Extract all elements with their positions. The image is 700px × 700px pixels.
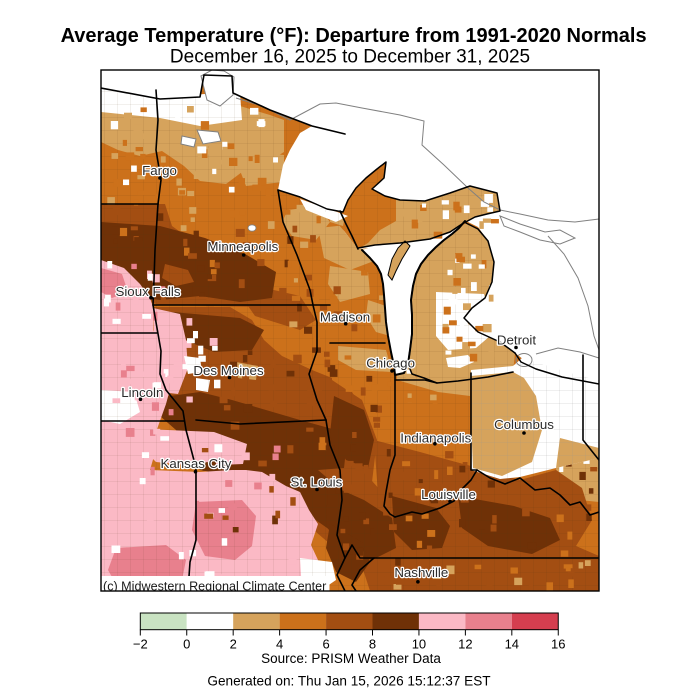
svg-text:Columbus: Columbus <box>494 417 554 432</box>
svg-text:−2: −2 <box>133 637 148 652</box>
svg-text:16: 16 <box>551 637 565 652</box>
svg-text:Madison: Madison <box>320 310 370 325</box>
svg-text:4: 4 <box>276 637 283 652</box>
svg-text:Des Moines: Des Moines <box>193 363 264 378</box>
svg-text:10: 10 <box>412 637 426 652</box>
svg-text:Louisville: Louisville <box>421 487 476 502</box>
svg-text:December 16, 2025 to December: December 16, 2025 to December 31, 2025 <box>170 47 530 68</box>
svg-text:Source: PRISM Weather Data: Source: PRISM Weather Data <box>261 651 441 666</box>
svg-text:Detroit: Detroit <box>497 333 536 348</box>
svg-text:(c) Midwestern Regional Climat: (c) Midwestern Regional Climate Center <box>103 580 326 594</box>
svg-text:Nashville: Nashville <box>394 565 448 580</box>
svg-text:Chicago: Chicago <box>366 356 415 371</box>
svg-text:0: 0 <box>183 637 190 652</box>
svg-text:Fargo: Fargo <box>142 163 177 178</box>
svg-text:6: 6 <box>322 637 329 652</box>
svg-text:12: 12 <box>458 637 472 652</box>
svg-text:Minneapolis: Minneapolis <box>207 239 278 254</box>
svg-text:St. Louis: St. Louis <box>291 475 343 490</box>
svg-text:Generated on: Thu Jan 15, 2026: Generated on: Thu Jan 15, 2026 15:12:37 … <box>207 674 490 689</box>
svg-text:2: 2 <box>230 637 237 652</box>
svg-text:14: 14 <box>505 637 519 652</box>
svg-text:8: 8 <box>369 637 376 652</box>
svg-text:Indianapolis: Indianapolis <box>400 430 471 445</box>
svg-text:Kansas City: Kansas City <box>161 456 232 471</box>
svg-text:Lincoln: Lincoln <box>121 385 163 400</box>
svg-text:Sioux Falls: Sioux Falls <box>115 284 180 299</box>
svg-text:Average Temperature (°F): Depa: Average Temperature (°F): Departure from… <box>61 25 647 47</box>
